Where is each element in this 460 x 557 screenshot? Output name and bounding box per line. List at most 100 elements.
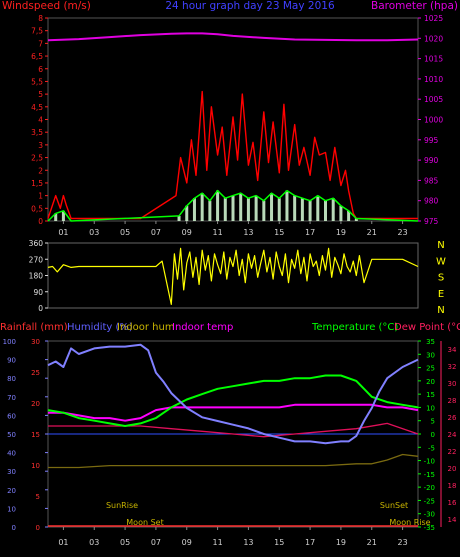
wind-tick-label: 2 bbox=[38, 166, 43, 175]
hour-label-bottom: 21 bbox=[367, 538, 377, 547]
dew-tick-label: 34 bbox=[448, 346, 457, 354]
dew-tick-label: 22 bbox=[448, 448, 457, 456]
sunrise-label: SunRise bbox=[106, 501, 138, 510]
wind-avg-bar bbox=[216, 190, 220, 221]
direction-tick-label: 180 bbox=[29, 272, 44, 281]
barometer-tick-label: 975 bbox=[424, 217, 439, 226]
hour-label-bottom: 11 bbox=[212, 538, 222, 547]
chart-title: 24 hour graph day 23 May 2016 bbox=[165, 0, 335, 12]
rain-tick-label: 5 bbox=[36, 493, 40, 501]
dew-tick-label: 24 bbox=[448, 431, 457, 439]
temperature-c-line bbox=[47, 374, 419, 427]
hour-label-bottom: 05 bbox=[120, 538, 130, 547]
wind-avg-bar bbox=[185, 205, 189, 221]
rain-tick-label: 20 bbox=[31, 400, 40, 408]
barometer-tick-label: 1010 bbox=[424, 75, 443, 84]
legend-rainfall: Rainfall (mm) bbox=[0, 322, 68, 333]
temp-tick-label: 10 bbox=[426, 404, 435, 412]
hour-label-top: 15 bbox=[274, 228, 284, 237]
temp-tick-label: 20 bbox=[426, 378, 435, 386]
barometer-tick-label: 980 bbox=[424, 197, 439, 206]
dew-tick-label: 14 bbox=[448, 516, 457, 524]
wind-avg-bar bbox=[339, 205, 343, 221]
wind-avg-bar bbox=[61, 210, 65, 221]
wind-avg-bar bbox=[208, 200, 212, 221]
hour-label-top: 17 bbox=[305, 228, 315, 237]
temp-tick-label: -10 bbox=[424, 458, 435, 466]
hour-label-bottom: 01 bbox=[58, 538, 68, 547]
sunset-label: SunSet bbox=[380, 501, 408, 510]
dew-tick-label: 28 bbox=[448, 397, 457, 405]
wind-average-line bbox=[47, 189, 419, 222]
wind-avg-bar bbox=[354, 218, 358, 221]
wind-avg-bar bbox=[300, 198, 304, 221]
temp-tick-label: -35 bbox=[424, 524, 435, 532]
wind-tick-label: 0,5 bbox=[31, 204, 43, 213]
hour-label-bottom: 03 bbox=[89, 538, 99, 547]
wind-tick-label: 0 bbox=[38, 217, 43, 226]
temp-tick-label: -15 bbox=[424, 471, 435, 479]
wind-avg-bar bbox=[331, 198, 335, 221]
barometer-tick-label: 1015 bbox=[424, 55, 443, 64]
barometer-tick-label: 1000 bbox=[424, 116, 443, 125]
temp-tick-label: 35 bbox=[426, 338, 435, 346]
dew-tick-label: 26 bbox=[448, 414, 457, 422]
wind-tick-label: 1 bbox=[38, 192, 43, 201]
humidity-tick-label: 50 bbox=[7, 431, 16, 439]
wind-avg-bar bbox=[347, 210, 351, 221]
legend-humidity: Humidity (%) bbox=[67, 322, 133, 333]
wind-gust-line bbox=[47, 90, 418, 220]
humidity-tick-label: 10 bbox=[7, 505, 16, 513]
moonset-label: Moon Set bbox=[126, 518, 163, 527]
wind-axis-title: Windspeed (m/s) bbox=[2, 0, 91, 12]
moonrise-label: Moon Rise bbox=[389, 518, 430, 527]
compass-label: N bbox=[437, 305, 444, 316]
temp-tick-label: -5 bbox=[428, 444, 435, 452]
wind-avg-bar bbox=[293, 195, 297, 221]
direction-tick-label: 270 bbox=[29, 255, 44, 264]
hour-label-top: 23 bbox=[397, 228, 407, 237]
hour-label-top: 05 bbox=[120, 228, 130, 237]
wind-tick-label: 4 bbox=[38, 116, 43, 125]
wind-avg-bar bbox=[246, 198, 250, 221]
wind-avg-bar bbox=[192, 198, 196, 221]
humidity-tick-label: 30 bbox=[7, 468, 16, 476]
wind-avg-bar bbox=[254, 195, 258, 221]
compass-label: S bbox=[438, 273, 444, 284]
direction-tick-label: 0 bbox=[38, 304, 43, 313]
temp-tick-label: -30 bbox=[424, 511, 435, 519]
wind-avg-bar bbox=[285, 190, 289, 221]
wind-avg-bar bbox=[277, 198, 281, 221]
temp-tick-label: -25 bbox=[424, 497, 435, 505]
wind-avg-bar bbox=[231, 195, 235, 221]
direction-tick-label: 360 bbox=[29, 239, 44, 248]
dew-tick-label: 18 bbox=[448, 482, 457, 490]
wind-tick-label: 7,5 bbox=[31, 27, 43, 36]
wind-avg-bar bbox=[177, 215, 181, 221]
hour-label-bottom: 07 bbox=[151, 538, 161, 547]
dew-tick-label: 16 bbox=[448, 499, 457, 507]
hour-label-top: 03 bbox=[89, 228, 99, 237]
legend-temperature: Temperature (°C) bbox=[311, 322, 398, 333]
hour-label-bottom: 09 bbox=[182, 538, 192, 547]
wind-avg-bar bbox=[316, 195, 320, 221]
rain-tick-label: 25 bbox=[31, 369, 40, 377]
wind-tick-label: 6 bbox=[38, 65, 43, 74]
legend-indoor-hum: Indoor hum bbox=[117, 322, 175, 333]
hour-label-bottom: 13 bbox=[243, 538, 253, 547]
barometer-tick-label: 1025 bbox=[424, 14, 443, 23]
barometer-tick-label: 995 bbox=[424, 136, 439, 145]
wind-avg-bar bbox=[324, 200, 327, 221]
barometer-tick-label: 990 bbox=[424, 156, 439, 165]
hour-label-bottom: 17 bbox=[305, 538, 315, 547]
hour-label-top: 11 bbox=[212, 228, 222, 237]
humidity-tick-label: 80 bbox=[7, 375, 16, 383]
wind-avg-bar bbox=[54, 213, 58, 221]
humidity-tick-label: 70 bbox=[7, 394, 16, 402]
temp-tick-label: 30 bbox=[426, 351, 435, 359]
dew-tick-label: 32 bbox=[448, 363, 457, 371]
direction-tick-label: 90 bbox=[33, 288, 43, 297]
hour-label-bottom: 23 bbox=[397, 538, 407, 547]
barometer-tick-label: 1020 bbox=[424, 34, 443, 43]
